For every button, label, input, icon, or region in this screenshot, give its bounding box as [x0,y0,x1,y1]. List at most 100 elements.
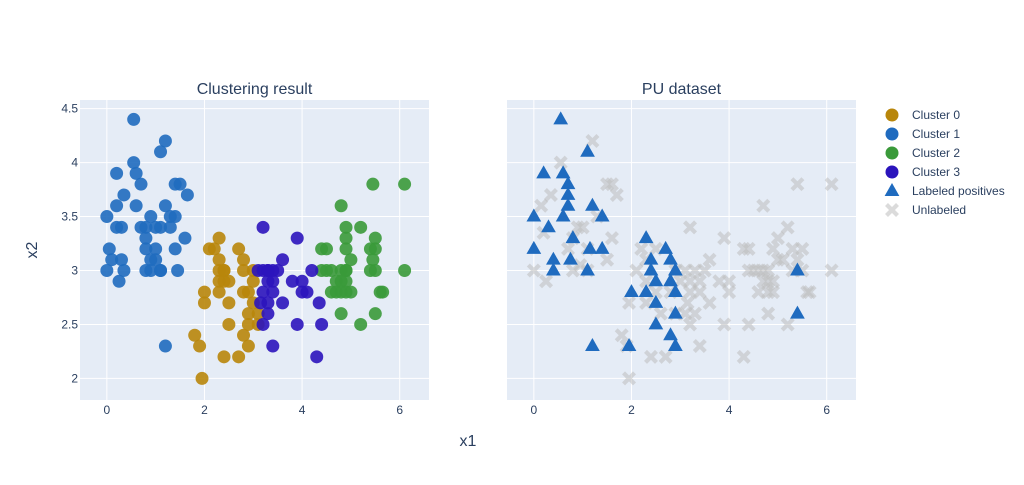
x-tick-label: 0 [531,403,538,417]
data-point [580,262,595,276]
data-point [663,273,678,287]
legend-label: Cluster 2 [912,146,960,160]
data-point [276,253,290,267]
data-point [680,295,695,310]
data-point [622,371,637,386]
legend-item[interactable]: Cluster 1 [885,127,961,141]
legend-marker [885,108,899,122]
data-point [398,177,412,191]
subplot-title: PU dataset [642,81,722,98]
data-point [648,316,664,330]
data-point [266,285,280,299]
data-point [114,253,128,267]
data-point [555,208,571,222]
data-point [761,263,776,278]
data-point [237,264,251,278]
data-point [624,284,639,298]
data-point [766,274,781,289]
data-point [127,156,141,170]
data-point [736,349,751,364]
data-point [100,210,114,224]
data-point [197,285,211,299]
data-point [638,284,654,298]
series-labeled-positives [526,111,805,352]
data-point [168,210,182,224]
data-point [295,274,309,288]
x-axis-title: x1 [460,433,477,450]
data-point [692,274,707,289]
data-point [246,274,260,288]
data-point [594,208,610,222]
data-point [643,262,659,276]
data-point [102,242,116,256]
data-point [621,338,637,352]
data-point [344,253,358,267]
legend-label: Cluster 1 [912,127,960,141]
data-point [290,231,304,245]
data-point [585,338,600,352]
data-point [171,264,185,278]
data-point [560,176,576,190]
legend: Cluster 0 Cluster 1 Cluster 2 Cluster 3 Labe… [884,108,1005,217]
data-point [553,111,569,125]
legend-item[interactable]: Cluster 0 [885,108,961,122]
legend-label: Unlabeled [912,203,966,217]
data-point [790,262,805,276]
data-point [315,317,329,331]
data-point [775,252,790,267]
data-point [653,306,668,321]
legend-marker [885,146,899,160]
data-point [112,274,126,288]
data-point [648,294,664,308]
data-point [790,252,805,267]
x-tick-label: 6 [823,403,830,417]
series-cluster-2 [315,177,412,331]
data-point [546,262,561,276]
data-point [543,187,558,202]
data-point [697,263,712,278]
data-point [212,253,226,267]
data-point [741,241,756,256]
data-point [368,231,382,245]
legend-item[interactable]: Unlabeled [885,203,967,217]
data-point [560,186,576,200]
x-tick-label: 0 [104,403,111,417]
data-point [741,317,756,332]
data-point [144,210,158,224]
data-point [648,273,664,287]
data-point [668,338,683,352]
data-point [305,264,319,278]
data-point [158,339,172,353]
legend-item[interactable]: Labeled positives [884,183,1005,198]
data-point [766,241,781,256]
data-point [585,197,600,211]
data-point [638,230,654,244]
legend-item[interactable]: Cluster 2 [885,146,961,160]
data-point [604,231,619,246]
data-point [276,296,290,310]
data-point [117,188,131,202]
data-point [555,165,571,179]
data-point [110,199,124,213]
data-point [266,274,280,288]
data-point [344,285,358,299]
data-point [222,274,236,288]
data-point [575,220,590,235]
data-point [717,317,732,332]
data-point [553,155,568,170]
data-point [780,317,795,332]
data-point [154,220,168,234]
data-point [622,295,637,310]
data-point [790,177,805,192]
x-tick-label: 4 [726,403,733,417]
data-point [114,220,128,234]
data-point [582,240,598,254]
legend-item[interactable]: Cluster 3 [885,165,961,179]
data-point [290,317,304,331]
data-point [241,307,255,321]
data-point [256,317,270,331]
series-cluster-1 [100,112,194,353]
data-point [534,198,549,213]
